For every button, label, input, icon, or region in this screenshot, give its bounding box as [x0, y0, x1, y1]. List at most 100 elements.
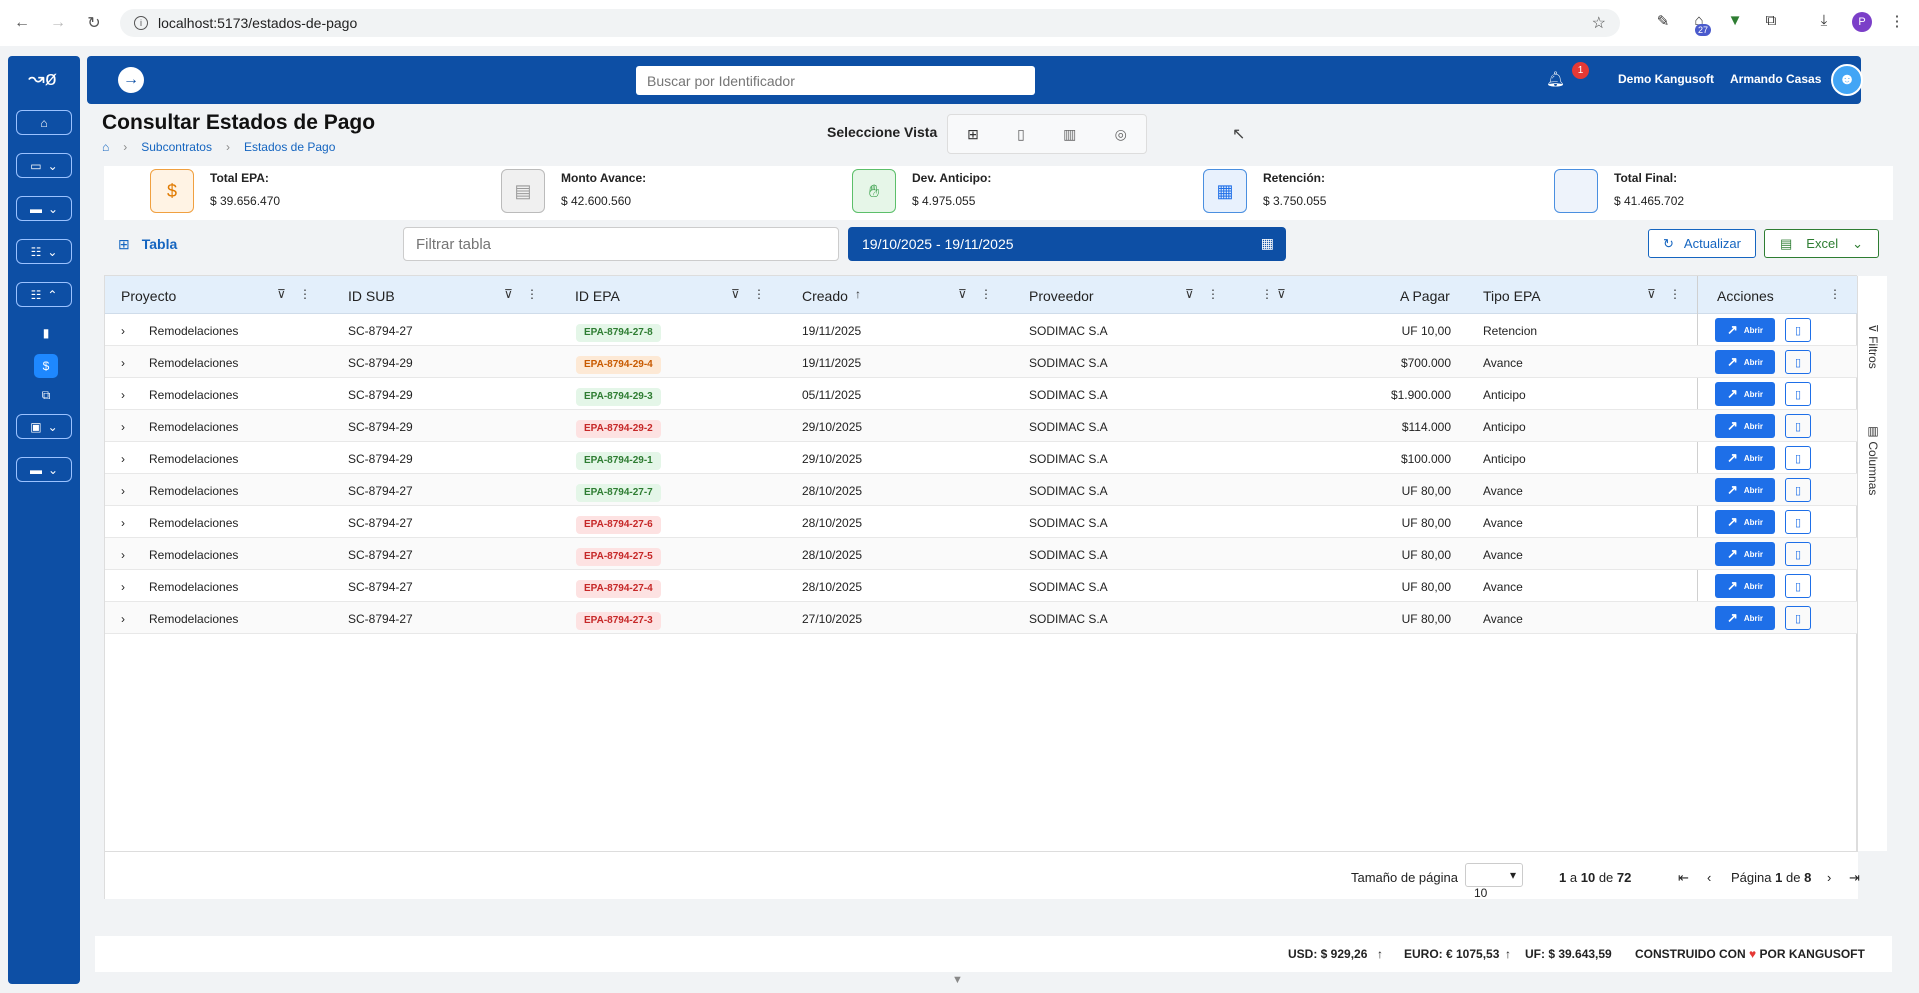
date-range-picker[interactable]: 19/10/2025 - 19/11/2025 ▦	[848, 227, 1286, 261]
document-view-icon[interactable]: ▯	[1017, 125, 1025, 142]
sidebar-monitor-button[interactable]: ▭ ⌄	[16, 153, 72, 178]
expand-row-icon[interactable]: ›	[121, 612, 125, 626]
pdf-icon[interactable]: ▯	[1785, 542, 1811, 566]
header-id-sub[interactable]: ID SUB	[348, 288, 395, 304]
filter-icon[interactable]: ⊽	[1647, 287, 1656, 301]
filter-icon[interactable]: ⊽	[731, 287, 740, 301]
browser-menu-icon[interactable]: ⋮	[1889, 13, 1905, 30]
sidebar-hr-button[interactable]: ▣ ⌄	[16, 414, 72, 439]
header-proyecto[interactable]: Proyecto	[121, 288, 177, 304]
home-icon[interactable]: ⌂	[102, 140, 110, 154]
open-button[interactable]: ↗ Abrir	[1715, 478, 1775, 502]
expand-row-icon[interactable]: ›	[121, 484, 125, 498]
filter-icon[interactable]: ⊽	[1277, 287, 1286, 301]
filter-icon[interactable]: ⊽	[504, 287, 513, 301]
address-bar[interactable]: i localhost:5173/estados-de-pago ☆	[120, 9, 1620, 37]
excel-button[interactable]: ▤ Excel ⌄	[1764, 229, 1879, 258]
column-menu-icon[interactable]: ⋮	[980, 287, 992, 301]
column-menu-icon[interactable]: ⋮	[1669, 287, 1681, 301]
payment-states-icon[interactable]: $	[34, 354, 58, 378]
grid-view-icon[interactable]: ⊞	[967, 125, 979, 142]
open-button[interactable]: ↗ Abrir	[1715, 318, 1775, 342]
sidebar-folder2-button[interactable]: ▬ ⌄	[16, 457, 72, 482]
document-icon[interactable]: ▮	[42, 326, 50, 340]
extension-icon[interactable]: ⌂	[1694, 12, 1704, 29]
user-avatar-icon[interactable]: ☻	[1831, 64, 1863, 96]
header-id-epa[interactable]: ID EPA	[575, 288, 620, 304]
tab-tabla[interactable]: ⊞ Tabla	[118, 236, 177, 253]
expand-row-icon[interactable]: ›	[121, 420, 125, 434]
table-row[interactable]: › Remodelaciones SC-8794-29 EPA-8794-29-4 19…	[105, 346, 1858, 378]
header-a-pagar[interactable]: A Pagar	[1400, 288, 1450, 304]
refresh-button[interactable]: ↻ Actualizar	[1648, 229, 1756, 258]
expand-row-icon[interactable]: ›	[121, 452, 125, 466]
open-button[interactable]: ↗ Abrir	[1715, 414, 1775, 438]
pdf-icon[interactable]: ▯	[1785, 382, 1811, 406]
breadcrumb-estados[interactable]: Estados de Pago	[243, 140, 336, 154]
search-input[interactable]	[636, 66, 1035, 95]
table-row[interactable]: › Remodelaciones SC-8794-27 EPA-8794-27-6 28…	[105, 506, 1858, 538]
open-button[interactable]: ↗ Abrir	[1715, 542, 1775, 566]
open-button[interactable]: ↗ Abrir	[1715, 606, 1775, 630]
reload-icon[interactable]: ↻	[87, 15, 101, 32]
table-row[interactable]: › Remodelaciones SC-8794-29 EPA-8794-29-1 29…	[105, 442, 1858, 474]
table-row[interactable]: › Remodelaciones SC-8794-27 EPA-8794-27-4 28…	[105, 570, 1858, 602]
table-row[interactable]: › Remodelaciones SC-8794-27 EPA-8794-27-8 19…	[105, 314, 1858, 346]
header-proveedor[interactable]: Proveedor	[1029, 288, 1094, 304]
pdf-icon[interactable]: ▯	[1785, 574, 1811, 598]
prev-page-icon[interactable]: ‹	[1707, 870, 1712, 885]
user-name[interactable]: Armando Casas	[1730, 72, 1822, 86]
pdf-icon[interactable]: ▯	[1785, 606, 1811, 630]
open-button[interactable]: ↗ Abrir	[1715, 574, 1775, 598]
filter-icon[interactable]: ⊽	[1185, 287, 1194, 301]
sidebar-home-button[interactable]: ⌂	[16, 110, 72, 135]
table-row[interactable]: › Remodelaciones SC-8794-27 EPA-8794-27-5 28…	[105, 538, 1858, 570]
open-button[interactable]: ↗ Abrir	[1715, 510, 1775, 534]
header-creado[interactable]: Creado	[802, 288, 848, 304]
column-menu-icon[interactable]: ⋮	[526, 287, 538, 301]
open-button[interactable]: ↗ Abrir	[1715, 446, 1775, 470]
filters-panel-tab[interactable]: ⊽ Filtros	[1866, 324, 1880, 369]
pdf-icon[interactable]: ▯	[1785, 478, 1811, 502]
expand-row-icon[interactable]: ›	[121, 388, 125, 402]
column-menu-icon[interactable]: ⋮	[1207, 287, 1219, 301]
forward-icon[interactable]: →	[50, 14, 66, 31]
copy-icon[interactable]: ⧉	[41, 388, 51, 402]
open-button[interactable]: ↗ Abrir	[1715, 382, 1775, 406]
page-size-select[interactable]: 10 ▾	[1465, 863, 1523, 900]
arrow-right-icon[interactable]: →	[118, 67, 144, 93]
table-row[interactable]: › Remodelaciones SC-8794-29 EPA-8794-29-3 05…	[105, 378, 1858, 410]
column-menu-icon[interactable]: ⋮	[1829, 287, 1841, 301]
table-row[interactable]: › Remodelaciones SC-8794-27 EPA-8794-27-7 28…	[105, 474, 1858, 506]
download-icon[interactable]: ⤓	[1820, 12, 1828, 29]
site-info-icon[interactable]: i	[134, 16, 148, 30]
column-menu-icon[interactable]: ⋮	[753, 287, 765, 301]
pdf-icon[interactable]: ▯	[1785, 510, 1811, 534]
chart-view-icon[interactable]: ▥	[1063, 125, 1077, 142]
expand-row-icon[interactable]: ›	[121, 516, 125, 530]
bell-icon[interactable]: 🔔︎	[1546, 71, 1566, 88]
filter-icon[interactable]: ⊽	[277, 287, 286, 301]
header-tipo-epa[interactable]: Tipo EPA	[1483, 288, 1541, 304]
filter-icon[interactable]: ⊽	[958, 287, 967, 301]
next-page-icon[interactable]: ›	[1827, 870, 1832, 885]
expand-row-icon[interactable]: ›	[121, 356, 125, 370]
sort-asc-icon[interactable]: ↑	[855, 287, 861, 301]
first-page-icon[interactable]: ⇤	[1678, 870, 1689, 885]
vue-devtools-icon[interactable]: ▼	[1727, 12, 1743, 29]
expand-row-icon[interactable]: ›	[121, 580, 125, 594]
check-view-icon[interactable]: ◎	[1114, 125, 1127, 142]
profile-avatar[interactable]: P	[1852, 12, 1872, 32]
sidebar-subcontracts-button[interactable]: ☷ ⌃	[16, 282, 72, 307]
column-menu-icon[interactable]: ⋮	[1261, 287, 1273, 301]
pdf-icon[interactable]: ▯	[1785, 318, 1811, 342]
chevron-down-icon[interactable]: ▼	[952, 974, 963, 986]
eyedropper-extension-icon[interactable]: ✎	[1656, 13, 1670, 30]
expand-row-icon[interactable]: ›	[121, 548, 125, 562]
table-row[interactable]: › Remodelaciones SC-8794-29 EPA-8794-29-2 29…	[105, 410, 1858, 442]
back-icon[interactable]: ←	[14, 14, 30, 31]
company-name[interactable]: Demo Kangusoft	[1618, 72, 1714, 86]
sidebar-tree-button[interactable]: ☷ ⌄	[16, 239, 72, 264]
pdf-icon[interactable]: ▯	[1785, 350, 1811, 374]
puzzle-extensions-icon[interactable]: ⧉	[1765, 12, 1777, 29]
